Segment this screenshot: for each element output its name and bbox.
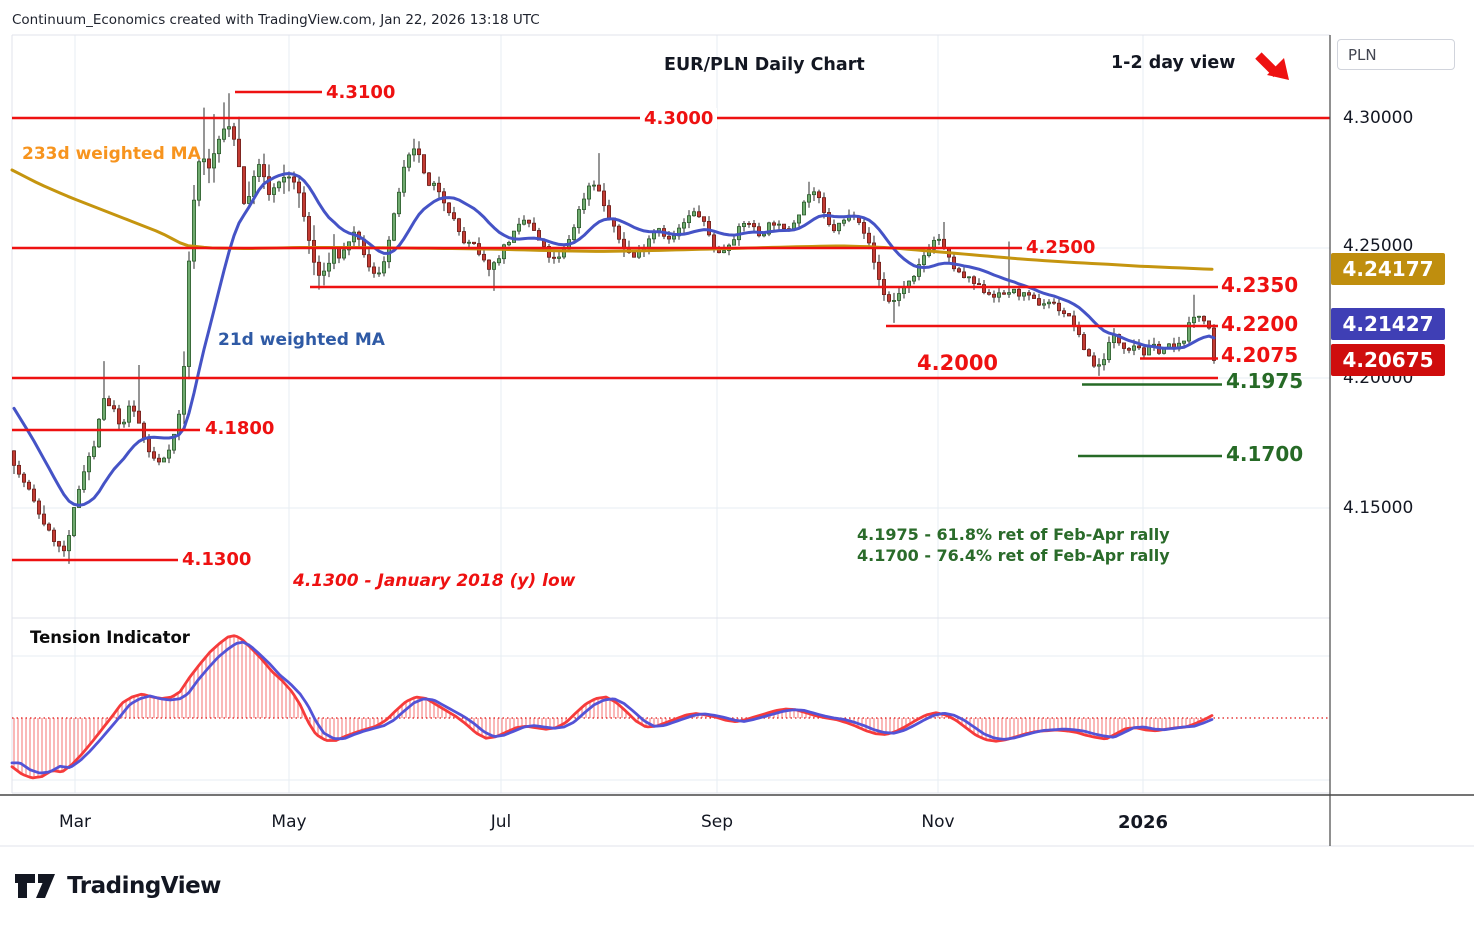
chart-title: EUR/PLN Daily Chart [664,55,865,75]
level-label-4.2000: 4.2000 [917,351,999,375]
ma-21-line [12,172,1216,507]
view-horizon-label: 1-2 day view [1111,53,1236,73]
month-label-Sep: Sep [700,812,734,832]
currency-selector: PLN [1337,39,1455,70]
price-tick-4.25000: 4.25000 [1343,236,1414,256]
month-label-2026: 2026 [1117,812,1169,833]
level-label-4.1800: 4.1800 [205,418,275,439]
brand-name: TradingView [67,873,221,899]
note-jan2018-low: 4.1300 - January 2018 (y) low [293,571,576,591]
down-right-arrow-icon [1255,52,1289,80]
note-ret-764: 4.1700 - 76.4% ret of Feb-Apr rally [857,546,1170,565]
level-label-4.2075: 4.2075 [1221,343,1299,367]
credit-line: Continuum_Economics created with Trading… [12,12,540,28]
level-label-4.1700: 4.1700 [1226,442,1304,466]
tension-indicator-label: Tension Indicator [30,628,190,647]
candles-layer [11,93,1217,564]
level-lines [12,90,1330,562]
level-label-4.3100: 4.3100 [326,82,396,103]
tension-blue-line [10,640,1214,775]
level-label-4.3000: 4.3000 [640,108,718,129]
month-label-Mar: Mar [58,812,92,832]
level-label-4.2500: 4.2500 [1026,237,1096,258]
note-ret-618: 4.1975 - 61.8% ret of Feb-Apr rally [857,525,1170,544]
ma21-label: 21d weighted MA [218,330,385,350]
brand-logo: TradingView [14,872,221,900]
tension-red-line [10,634,1214,780]
level-label-4.2200: 4.2200 [1221,312,1299,336]
price-badge-4.24177: 4.24177 [1331,253,1445,285]
price-tick-4.15000: 4.15000 [1343,498,1414,518]
ma233-label: 233d weighted MA [22,144,201,164]
axis-lines [0,35,1474,846]
price-tick-4.30000: 4.30000 [1343,108,1414,128]
month-label-Jul: Jul [490,812,512,832]
tension-hatch [13,635,1211,778]
level-label-4.1975: 4.1975 [1226,369,1304,393]
level-label-4.2350: 4.2350 [1221,273,1299,297]
month-label-May: May [271,812,307,832]
price-badge-4.20675: 4.20675 [1331,344,1445,376]
tradingview-logo-icon [15,874,55,898]
price-badge-4.21427: 4.21427 [1331,308,1445,340]
level-label-4.1300: 4.1300 [182,549,252,570]
month-label-Nov: Nov [921,812,955,832]
chart-frame [0,34,1474,847]
